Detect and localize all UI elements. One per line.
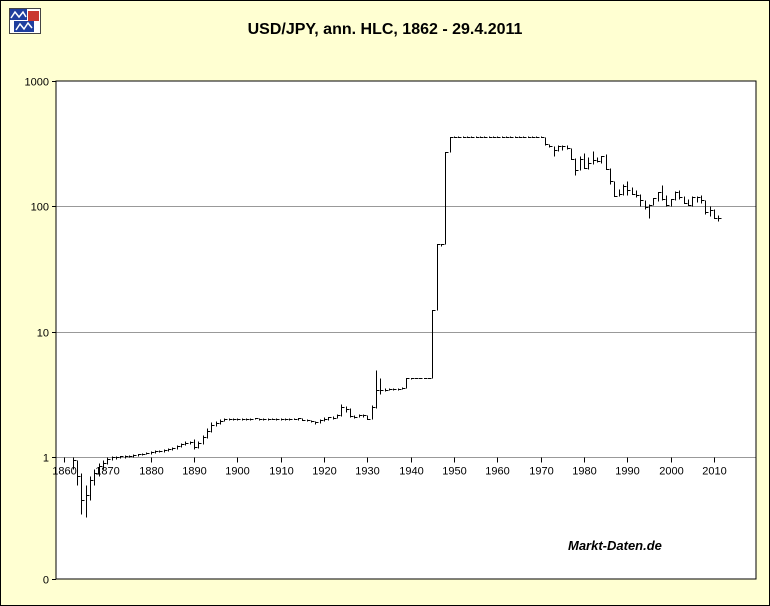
svg-text:1930: 1930 [355, 466, 379, 478]
svg-text:1950: 1950 [442, 466, 466, 478]
svg-text:1980: 1980 [572, 466, 596, 478]
svg-text:1920: 1920 [312, 466, 336, 478]
svg-text:1990: 1990 [615, 466, 639, 478]
svg-text:2000: 2000 [659, 466, 683, 478]
svg-text:1940: 1940 [399, 466, 423, 478]
svg-text:1890: 1890 [182, 466, 206, 478]
chart-title: USD/JPY, ann. HLC, 1862 - 29.4.2011 [247, 21, 523, 38]
svg-text:1860: 1860 [52, 466, 76, 478]
svg-text:1000: 1000 [25, 77, 49, 89]
svg-text:1: 1 [43, 453, 49, 465]
logo-graphic [10, 9, 39, 32]
svg-text:1970: 1970 [529, 466, 553, 478]
svg-text:1960: 1960 [485, 466, 509, 478]
svg-text:10: 10 [37, 328, 49, 340]
svg-text:1910: 1910 [269, 466, 293, 478]
svg-text:2010: 2010 [702, 466, 726, 478]
svg-text:1870: 1870 [95, 466, 119, 478]
svg-text:0: 0 [43, 575, 49, 587]
markt-daten-logo-icon [9, 8, 41, 34]
svg-text:1880: 1880 [139, 466, 163, 478]
svg-text:1900: 1900 [225, 466, 249, 478]
svg-text:100: 100 [31, 202, 49, 214]
watermark: Markt-Daten.de [568, 538, 662, 553]
